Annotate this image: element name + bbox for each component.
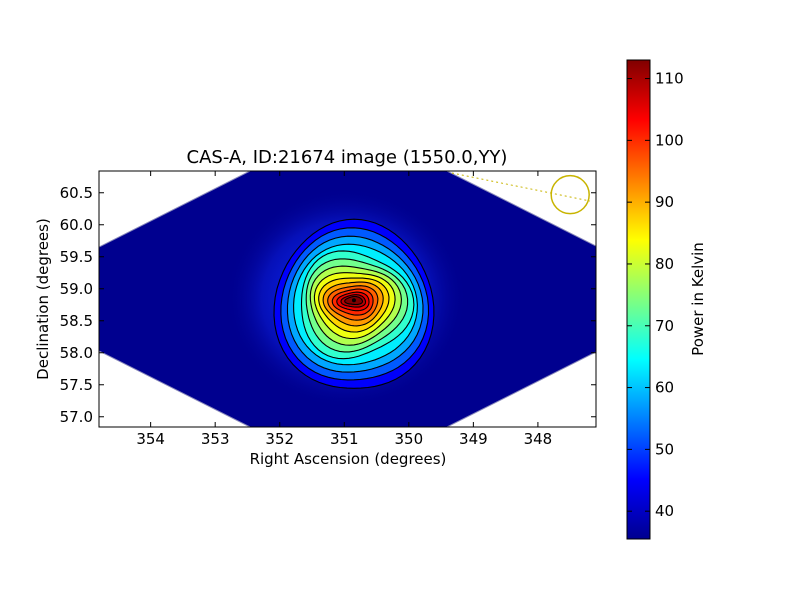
y-tick-label: 60.5: [60, 184, 93, 202]
colorbar-tick-label: 100: [655, 131, 684, 149]
colorbar-tick-label: 90: [655, 193, 674, 211]
y-tick-label: 57.0: [60, 408, 93, 426]
colorbar-label: Power in Kelvin: [689, 242, 707, 356]
colorbar-tick-label: 70: [655, 317, 674, 335]
y-axis: 57.0 57.5 58.0 58.5 59.0 59.5 60.0 60.5: [60, 184, 596, 426]
source-peak-marker: [351, 298, 356, 303]
x-tick-label: 350: [394, 430, 423, 448]
y-tick-label: 57.5: [60, 376, 93, 394]
annotation-leader-line: [451, 172, 591, 202]
x-tick-label: 348: [524, 430, 553, 448]
y-tick-label: 58.0: [60, 344, 93, 362]
chart-title: CAS-A, ID:21674 image (1550.0,YY): [187, 147, 508, 168]
x-tick-label: 353: [201, 430, 230, 448]
y-tick-label: 58.5: [60, 312, 93, 330]
x-tick-label: 349: [459, 430, 488, 448]
annotation-circle: [550, 174, 590, 215]
x-axis: 354 353 352 351 350 349 348: [136, 171, 552, 448]
colorbar-gradient: [626, 59, 651, 540]
y-tick-label: 59.5: [60, 248, 93, 266]
x-tick-label: 352: [265, 430, 294, 448]
colorbar-tick-label: 110: [655, 70, 684, 88]
colorbar: 40 50 60 70 80 90 100 110 Power in Kelvin: [626, 59, 707, 540]
y-tick-label: 59.0: [60, 280, 93, 298]
y-axis-label: Declination (degrees): [34, 218, 52, 380]
x-tick-label: 351: [330, 430, 359, 448]
colorbar-tick-label: 50: [655, 440, 674, 458]
contour-lines: [273, 218, 435, 389]
colorbar-tick-label: 40: [655, 502, 674, 520]
colorbar-tick-label: 80: [655, 255, 674, 273]
plot-area: [99, 171, 596, 427]
x-axis-label: Right Ascension (degrees): [250, 450, 447, 468]
colorbar-ticks: 40 50 60 70 80 90 100 110: [627, 70, 684, 520]
y-tick-label: 60.0: [60, 216, 93, 234]
colorbar-tick-label: 60: [655, 379, 674, 397]
x-tick-label: 354: [136, 430, 165, 448]
plot-frame: [98, 170, 597, 428]
